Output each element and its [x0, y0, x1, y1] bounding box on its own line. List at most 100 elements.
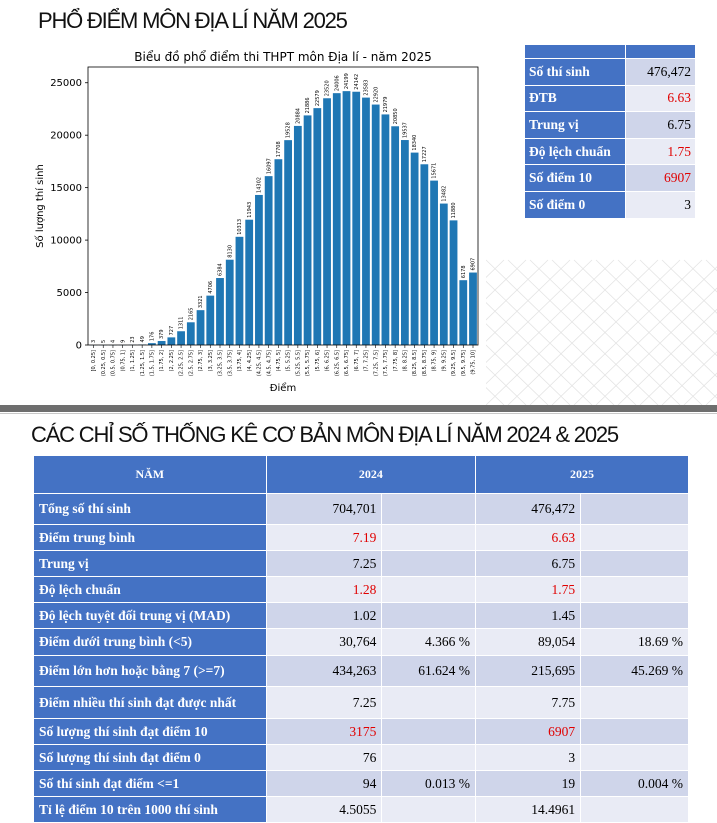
x-tick-label: (8.75, 9]	[432, 350, 438, 371]
x-tick-label: (7.25, 7.5]	[373, 350, 379, 376]
stats-value-2025: 19	[476, 771, 581, 797]
x-tick-label: (2, 2.25]	[169, 350, 175, 371]
grid-line	[618, 260, 717, 405]
x-tick-label: (5.75, 6]	[315, 350, 321, 371]
stats-label: Tổng số thí sinh	[34, 494, 267, 525]
grid-line	[486, 260, 614, 405]
stats-label: Tỉ lệ điểm 10 trên 1000 thí sinh	[34, 797, 267, 823]
x-tick-label: (4.5, 4.75]	[266, 350, 272, 376]
data-label: 13482	[441, 186, 447, 202]
page-title: PHỔ ĐIỂM MÔN ĐỊA LÍ NĂM 2025	[38, 8, 347, 34]
x-tick-label: (5, 5.25]	[286, 350, 292, 371]
stats-percent-2025	[581, 494, 689, 525]
data-label: 6178	[461, 265, 467, 278]
grid-line	[486, 260, 526, 405]
x-tick-label: (6.25, 6.5]	[334, 350, 340, 376]
grid-line	[574, 260, 717, 405]
stats-value-2024: 3175	[266, 719, 382, 745]
x-tick-label: (4.75, 5]	[276, 350, 282, 371]
score-distribution-chart: Biểu đồ phổ điểm thi THPT môn Địa lí - n…	[27, 44, 486, 400]
bar	[401, 140, 409, 345]
bar	[255, 195, 263, 345]
stats-value-2025: 3	[476, 745, 581, 771]
stats-value-2025: 1.75	[476, 577, 581, 603]
data-label: 17227	[422, 146, 428, 162]
bar	[450, 220, 458, 345]
data-label: 22579	[315, 90, 321, 106]
stats-percent-2025	[581, 525, 689, 551]
bar	[372, 105, 380, 345]
bar	[197, 310, 205, 345]
bar	[382, 114, 390, 345]
data-label: 49	[140, 336, 146, 342]
data-label: 10313	[237, 219, 243, 235]
x-tick-label: (6.75, 7]	[354, 350, 360, 371]
x-tick-label: (0.25, 0.5]	[101, 350, 107, 376]
chart-title: Biểu đồ phổ điểm thi THPT môn Địa lí - n…	[134, 50, 431, 64]
x-tick-label: (3.5, 3.75]	[227, 350, 233, 376]
stats-percent-2024: 4.366 %	[382, 629, 476, 656]
summary-label: Số thí sinh	[525, 59, 626, 86]
y-tick-label: 25000	[50, 78, 82, 89]
data-label: 20884	[295, 108, 301, 124]
x-tick-label: [0, 0.25]	[91, 350, 97, 371]
data-label: 14302	[257, 177, 263, 193]
x-tick-label: (8.5, 8.75]	[422, 350, 428, 376]
stats-label: Điểm trung bình	[34, 525, 267, 551]
stats-percent-2025	[581, 687, 689, 719]
summary-value: 476,472	[626, 59, 696, 86]
bar	[177, 331, 185, 345]
stats-value-2025: 476,472	[476, 494, 581, 525]
summary-value: 6.75	[626, 112, 696, 139]
grid-line	[596, 260, 717, 405]
summary-header-row	[525, 45, 696, 59]
x-tick-label: (7.75, 8]	[393, 350, 399, 371]
bar	[352, 92, 360, 345]
x-tick-label: (7, 7.25]	[364, 350, 370, 371]
data-label: 1311	[179, 317, 185, 330]
stats-label: Điểm lớn hơn hoặc bằng 7 (>=7)	[34, 656, 267, 687]
stats-percent-2024	[382, 494, 476, 525]
x-tick-label: (7.5, 7.75]	[383, 350, 389, 376]
bar	[265, 176, 273, 345]
stats-percent-2025	[581, 551, 689, 577]
stats-percent-2025: 0.004 %	[581, 771, 689, 797]
stats-percent-2024: 61.624 %	[382, 656, 476, 687]
data-label: 3	[91, 340, 97, 343]
data-label: 18340	[412, 135, 418, 151]
bar	[226, 260, 234, 345]
stats-value-2024: 1.02	[266, 603, 382, 629]
bar	[245, 220, 253, 345]
grid-line	[684, 260, 717, 405]
stats-value-2025: 6.63	[476, 525, 581, 551]
bar	[294, 126, 302, 345]
data-label: 4	[111, 340, 117, 343]
x-tick-label: (5.25, 5.5]	[295, 350, 301, 376]
data-label: 727	[169, 326, 175, 336]
data-label: 22920	[373, 87, 379, 103]
data-label: 2165	[188, 308, 194, 321]
bar	[304, 115, 312, 345]
bar	[440, 204, 448, 345]
x-axis-label: Điểm	[270, 381, 296, 394]
stats-label: Độ lệch tuyệt đối trung vị (MAD)	[34, 603, 267, 629]
bar	[284, 140, 292, 345]
data-label: 379	[159, 329, 165, 339]
stats-header-2025: 2025	[476, 456, 689, 494]
y-axis-label: Số lượng thí sinh	[34, 164, 46, 248]
stats-percent-2024	[382, 797, 476, 823]
data-label: 3321	[198, 295, 204, 308]
data-label: 21979	[383, 97, 389, 113]
data-label: 24006	[334, 75, 340, 91]
y-tick-label: 0	[76, 341, 82, 352]
x-tick-label: (6.5, 6.75]	[344, 350, 350, 376]
stats-value-2024: 94	[266, 771, 382, 797]
stats-value-2025: 7.75	[476, 687, 581, 719]
